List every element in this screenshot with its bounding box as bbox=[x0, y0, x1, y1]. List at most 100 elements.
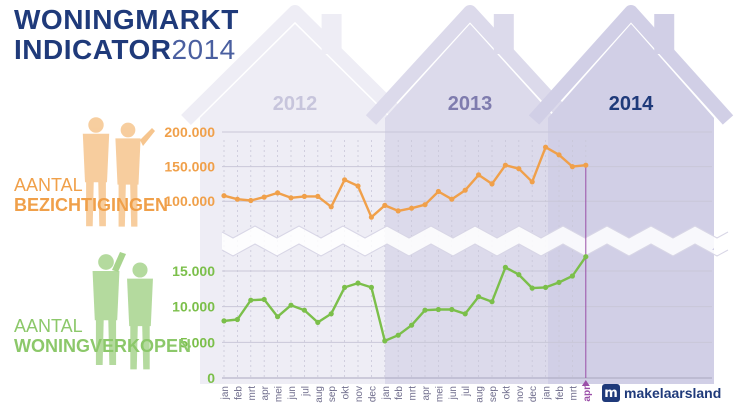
sales-point bbox=[382, 338, 388, 344]
person-green-2 bbox=[127, 262, 153, 370]
viewings-point bbox=[221, 193, 227, 199]
viewings-point bbox=[449, 196, 455, 202]
sales-point bbox=[516, 272, 522, 278]
logo-icon: m bbox=[602, 384, 620, 402]
person-leg bbox=[142, 324, 150, 370]
viewings-point bbox=[261, 194, 267, 200]
highlight-marker bbox=[581, 380, 590, 386]
month-tick-label: jun bbox=[448, 386, 459, 400]
axis-break-line-bottom bbox=[221, 243, 729, 257]
sales-point bbox=[409, 322, 415, 328]
viewings-point bbox=[462, 187, 468, 193]
house-roof bbox=[181, 5, 409, 125]
viewings-point bbox=[516, 166, 522, 172]
sales-line bbox=[223, 256, 587, 343]
month-tick-label: mei bbox=[434, 386, 445, 402]
viewings-point bbox=[529, 179, 535, 185]
sales-point bbox=[355, 280, 361, 286]
viewings-point bbox=[502, 162, 508, 168]
month-tick-label: jul bbox=[300, 386, 311, 397]
title-indicator: INDICATOR bbox=[14, 34, 172, 65]
sales-point bbox=[275, 314, 281, 320]
ytick-top: 200.000 bbox=[164, 124, 215, 140]
sales-point bbox=[301, 307, 307, 313]
sales-point bbox=[368, 284, 374, 290]
sales-point bbox=[435, 306, 441, 313]
axis-break-band bbox=[222, 226, 728, 256]
month-tick-label: apr bbox=[260, 385, 271, 400]
sales-point bbox=[529, 285, 535, 291]
house-chimney bbox=[321, 14, 342, 54]
sales-point bbox=[462, 311, 468, 317]
title-line1: WONINGMARKT bbox=[14, 4, 239, 35]
month-tick-label: mrt bbox=[247, 386, 258, 401]
person-orange-raised-arm bbox=[140, 128, 155, 146]
viewings-point bbox=[355, 183, 361, 189]
sales-point bbox=[248, 297, 254, 303]
sales-point bbox=[476, 294, 482, 300]
sales-point bbox=[569, 273, 576, 279]
ytick-bottom: 10.000 bbox=[172, 299, 215, 315]
person-body bbox=[82, 133, 110, 183]
sales-point bbox=[502, 264, 508, 270]
viewings-label: AANTAL BEZICHTIGINGEN bbox=[14, 175, 169, 216]
month-tick-label: feb bbox=[233, 386, 244, 400]
house-roof bbox=[365, 5, 575, 125]
month-tick-label: apr bbox=[582, 386, 593, 402]
ytick-bottom: 0 bbox=[207, 370, 215, 386]
gridlines bbox=[222, 131, 712, 379]
month-tick-label: nov bbox=[354, 386, 365, 402]
sales-point bbox=[489, 299, 495, 305]
year-label-2012: 2012 bbox=[273, 93, 318, 115]
house-body bbox=[548, 24, 714, 384]
month-tick-label: jan bbox=[220, 386, 231, 400]
person-head bbox=[120, 122, 136, 138]
ytick-bottom: 5.000 bbox=[180, 334, 215, 350]
title-line2: INDICATOR2014 bbox=[14, 36, 239, 64]
ytick-top: 100.000 bbox=[164, 193, 215, 209]
viewings-point bbox=[395, 208, 401, 214]
sales-point bbox=[556, 279, 562, 285]
viewings-point bbox=[435, 188, 441, 195]
ytick-bottom: 15.000 bbox=[172, 263, 215, 279]
viewings-point bbox=[315, 193, 321, 199]
month-tick-label: aug bbox=[314, 386, 325, 403]
person-leg bbox=[108, 318, 117, 366]
brand-logo[interactable]: m makelaarsland bbox=[602, 384, 721, 402]
viewings-line bbox=[223, 146, 586, 219]
month-axis: jan feb mrt apr mei jun jul aug sep okt nov dec jan f… bbox=[220, 165, 593, 403]
sales-label: AANTAL WONINGVERKOPEN bbox=[14, 316, 191, 357]
sales-point bbox=[395, 332, 401, 338]
sales-point bbox=[342, 284, 348, 290]
month-tick-label: sep bbox=[488, 386, 499, 403]
month-tick-label: mrt bbox=[568, 386, 579, 401]
house-2014: 2014 bbox=[528, 5, 734, 384]
month-tick-label: dec bbox=[367, 386, 378, 402]
viewings-point bbox=[368, 214, 374, 220]
house-roof bbox=[528, 5, 734, 125]
sales-point bbox=[449, 306, 455, 313]
year-label-2014: 2014 bbox=[609, 93, 654, 115]
sales-point bbox=[221, 318, 227, 324]
person-leg bbox=[118, 182, 126, 227]
viewings-label-line2: BEZICHTIGINGEN bbox=[14, 194, 169, 215]
person-body bbox=[127, 278, 153, 327]
person-leg bbox=[98, 180, 106, 227]
viewings-point bbox=[301, 193, 307, 199]
sales-point bbox=[422, 307, 428, 313]
year-label-2013: 2013 bbox=[448, 93, 493, 115]
house-body bbox=[385, 24, 555, 384]
ytick-top: 150.000 bbox=[164, 159, 215, 175]
sales-point bbox=[234, 316, 240, 323]
house-chimney bbox=[654, 14, 675, 54]
axis-break bbox=[221, 225, 729, 257]
viewings-series bbox=[221, 144, 589, 220]
person-body bbox=[115, 138, 141, 185]
viewings-point bbox=[275, 190, 281, 196]
sales-point bbox=[543, 284, 549, 290]
viewings-point bbox=[248, 197, 254, 204]
month-tick-label: feb bbox=[394, 386, 405, 400]
viewings-point bbox=[409, 205, 415, 211]
sales-series bbox=[221, 254, 589, 344]
